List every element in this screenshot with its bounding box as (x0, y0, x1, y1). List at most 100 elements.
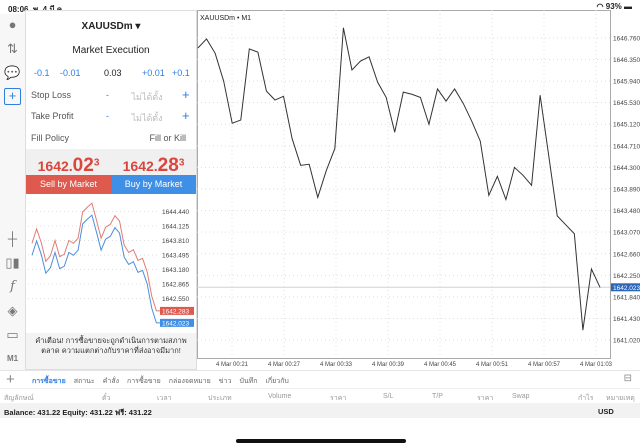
x-tick-label: 4 Mar 00:27 (268, 362, 301, 368)
price-point (539, 94, 541, 96)
y-tick-label: 1643.890 (613, 187, 640, 194)
layout-icon[interactable]: ▭ (6, 327, 19, 342)
column-header[interactable]: กำไร (578, 395, 594, 402)
tab-0[interactable]: การซื้อขาย (32, 378, 66, 385)
column-header[interactable]: T/P (432, 393, 443, 400)
transfer-icon[interactable]: ⇅ (7, 41, 18, 56)
y-tick-label: 1642.550 (162, 296, 189, 303)
price-point (360, 60, 361, 62)
symbol-selector[interactable]: XAUUSDm ▾ (81, 21, 141, 32)
price-point (343, 27, 344, 29)
y-tick-label: 1643.495 (162, 253, 189, 260)
step-plus-001[interactable]: +0.01 (142, 68, 165, 78)
battery-indicator: ◠ 93% ▬ (596, 2, 632, 11)
price-point (471, 120, 473, 122)
column-header[interactable]: Volume (268, 393, 292, 400)
y-tick-label: 1641.430 (613, 316, 640, 323)
tab-5[interactable]: ข่าว (218, 378, 232, 385)
new-order-icon[interactable]: + (4, 88, 21, 105)
execution-type[interactable]: Market Execution (72, 45, 150, 56)
column-header[interactable]: Swap (512, 393, 530, 400)
price-chart[interactable]: 1646.760 1646.350 1645.940 1645.530 1645.120… (197, 10, 640, 370)
take-profit-input[interactable]: ไม่ได้ตั้ง (131, 113, 163, 123)
x-tick-label: 4 Mar 00:33 (320, 362, 353, 368)
step-minus-01[interactable]: -0.1 (34, 68, 50, 78)
balance-text: Balance: 431.22 Equity: 431.22 ฟรี: 431.… (4, 408, 152, 417)
fill-policy-value[interactable]: Fill or Kill (149, 133, 186, 143)
price-point (411, 93, 413, 95)
price-point (351, 69, 353, 71)
price-point (522, 175, 524, 176)
price-point (334, 148, 336, 149)
candles-icon[interactable]: ▯▮ (5, 255, 20, 270)
price-point (317, 197, 319, 198)
column-header[interactable]: S/L (383, 393, 394, 400)
y-tick-label: 1642.865 (162, 282, 189, 289)
price-point (454, 88, 455, 90)
stop-loss-minus[interactable]: - (106, 90, 109, 100)
take-profit-plus[interactable]: + (182, 108, 190, 123)
plot-frame (197, 10, 611, 359)
price-point (197, 47, 199, 49)
tab-3[interactable]: การซื้อขาย (127, 378, 161, 385)
take-profit-minus[interactable]: - (106, 111, 109, 121)
x-tick-label: 4 Mar 00:57 (528, 362, 561, 368)
column-header[interactable]: หมายเหตุ (606, 395, 635, 402)
column-header[interactable]: เวลา (157, 395, 172, 402)
stop-loss-plus[interactable]: + (182, 87, 190, 102)
buy-button[interactable]: Buy by Market (111, 175, 196, 194)
tab-7[interactable]: เกี่ยวกับ (265, 378, 289, 385)
column-header[interactable]: ราคา (330, 395, 347, 402)
step-plus-01[interactable]: +0.1 (172, 68, 190, 78)
stop-loss-input[interactable]: ไม่ได้ตั้ง (131, 92, 163, 102)
price-point (249, 48, 250, 50)
expand-icon[interactable]: ⊟ (623, 373, 632, 384)
table-header: สัญลักษณ์ ตั๋ว เวลา ประเภท Volume ราคา S/L T/P ร… (0, 388, 640, 403)
y-tick-label: 1643.480 (613, 208, 640, 215)
chat-icon[interactable]: 💬 (4, 65, 21, 80)
home-indicator[interactable] (236, 439, 406, 443)
y-tick-label: 1645.530 (613, 100, 640, 107)
user-icon[interactable]: ● (8, 17, 17, 32)
x-tick-label: 4 Mar 00:39 (372, 362, 405, 368)
price-point (257, 51, 259, 53)
price-point (591, 268, 592, 270)
sell-button[interactable]: Sell by Market (26, 175, 111, 194)
add-button[interactable]: + (6, 371, 15, 388)
volume-input[interactable]: 0.03 (104, 68, 122, 78)
price-point (385, 97, 387, 98)
y-tick-label: 1644.300 (613, 165, 640, 172)
x-tick-label: 4 Mar 00:51 (476, 362, 509, 368)
x-tick-label: 4 Mar 00:45 (424, 362, 457, 368)
objects-icon[interactable]: ◈ (7, 303, 18, 318)
price-point (505, 199, 507, 200)
price-point (274, 99, 276, 101)
price-point (240, 119, 242, 121)
timeframe-button[interactable]: M1 (6, 354, 19, 363)
x-tick-label: 4 Mar 01:03 (580, 362, 613, 368)
tab-2[interactable]: คำสั่ง (102, 378, 120, 385)
function-icon[interactable]: f (10, 279, 15, 294)
column-header[interactable]: สัญลักษณ์ (4, 395, 34, 402)
y-tick-label: 1641.020 (613, 338, 640, 345)
y-tick-label: 1643.180 (162, 267, 189, 274)
bid-line (31, 214, 161, 324)
tab-4[interactable]: กล่องจดหมาย (168, 378, 211, 385)
column-header[interactable]: ราคา (477, 395, 494, 402)
y-tick-label: 1646.350 (613, 57, 640, 64)
column-header[interactable]: ตั๋ว (102, 395, 111, 402)
column-header[interactable]: ประเภท (208, 395, 232, 402)
terminal-tabs: + การซื้อขาย สถานะ คำสั่ง การซื้อขาย กล่องจด… (0, 370, 640, 388)
main-chart-area[interactable]: 1646.760 1646.350 1645.940 1645.530 1645.120… (197, 10, 640, 370)
tab-1[interactable]: สถานะ (73, 378, 95, 385)
price-point (300, 165, 301, 166)
y-tick-label: 1645.120 (613, 122, 640, 129)
step-minus-001[interactable]: -0.01 (60, 68, 81, 78)
y-tick-label: 1646.760 (613, 35, 640, 42)
tab-6[interactable]: บันทึก (239, 378, 258, 385)
tick-chart: 1644.440 1644.125 1643.810 1643.495 1643.180… (28, 202, 194, 327)
price-point (420, 97, 421, 98)
price-point (574, 233, 575, 235)
clock: 08:06 พ. 4 มี.ค. (8, 5, 64, 14)
crosshair-icon[interactable]: ┼ (7, 231, 18, 246)
